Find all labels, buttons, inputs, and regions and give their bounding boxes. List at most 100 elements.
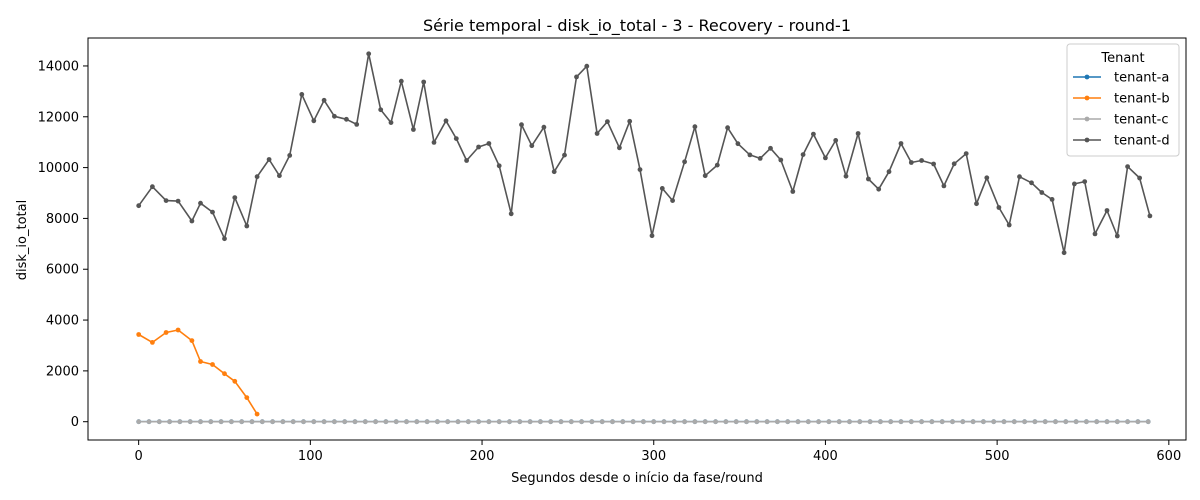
data-point-tenant-d [584, 63, 590, 69]
data-point-tenant-c [744, 419, 749, 425]
data-point-tenant-d [747, 152, 753, 158]
data-point-tenant-c [671, 419, 677, 425]
data-point-tenant-d [941, 183, 947, 189]
data-point-tenant-c [280, 419, 286, 425]
data-point-tenant-d [757, 156, 763, 161]
data-point-tenant-d [311, 118, 317, 124]
legend-title: Tenant [1100, 51, 1144, 66]
data-point-tenant-c [496, 419, 502, 425]
data-point-tenant-d [254, 174, 260, 180]
data-point-tenant-b [150, 340, 155, 345]
legend-item-tenant-d: tenant-d [1073, 134, 1170, 149]
data-point-tenant-d [508, 211, 514, 217]
data-point-tenant-d [411, 127, 416, 132]
y-tick-label: 4000 [46, 314, 79, 329]
data-point-tenant-d [1082, 179, 1088, 185]
data-point-tenant-c [620, 419, 626, 425]
data-point-tenant-d [627, 118, 633, 124]
data-point-tenant-d [486, 141, 492, 146]
data-point-tenant-d [605, 119, 610, 124]
y-tick-label: 8000 [46, 212, 79, 227]
data-point-tenant-c [208, 419, 214, 425]
data-point-tenant-d [175, 198, 181, 204]
data-point-tenant-d [1104, 208, 1110, 213]
data-point-tenant-c [651, 419, 657, 425]
chart-title: Série temporal - disk_io_total - 3 - Rec… [423, 16, 851, 36]
data-point-tenant-c [424, 419, 430, 425]
series-tenant-b [136, 327, 260, 417]
data-point-tenant-d [277, 173, 282, 179]
data-point-tenant-c [136, 419, 142, 425]
data-point-tenant-c [1073, 419, 1079, 425]
data-point-tenant-d [659, 186, 665, 191]
data-point-tenant-c [445, 419, 451, 425]
data-point-tenant-d [855, 131, 861, 136]
data-point-tenant-c [548, 419, 554, 425]
legend-label-tenant-b: tenant-b [1114, 92, 1170, 107]
data-point-tenant-c [991, 419, 997, 425]
data-point-tenant-c [352, 419, 358, 425]
data-point-tenant-b [210, 362, 215, 367]
data-point-tenant-d [222, 236, 227, 242]
data-point-tenant-c [568, 419, 574, 425]
data-point-tenant-d [843, 173, 849, 179]
data-point-tenant-c [393, 419, 399, 425]
data-point-tenant-c [785, 419, 791, 425]
data-point-tenant-d [833, 138, 839, 143]
data-point-tenant-d [725, 125, 730, 131]
data-point-tenant-b [244, 395, 250, 400]
data-point-tenant-c [1145, 419, 1151, 425]
data-point-tenant-d [464, 158, 469, 163]
data-point-tenant-c [146, 419, 152, 425]
data-point-tenant-c [301, 419, 306, 425]
data-point-tenant-d [886, 169, 892, 175]
data-point-tenant-c [229, 419, 234, 425]
data-point-tenant-d [735, 141, 741, 147]
data-point-tenant-c [383, 419, 389, 425]
data-point-tenant-c [290, 419, 296, 425]
legend-marker-tenant-a [1084, 74, 1090, 80]
data-point-tenant-c [733, 419, 739, 425]
data-point-tenant-c [362, 419, 368, 425]
data-point-tenant-d [366, 51, 372, 57]
data-point-tenant-c [960, 419, 966, 425]
data-point-tenant-b [189, 338, 195, 343]
series-tenant-d [136, 51, 1153, 256]
y-tick-label: 14000 [38, 59, 79, 74]
data-point-tenant-c [950, 419, 955, 425]
data-point-tenant-c [805, 419, 811, 425]
data-point-tenant-c [692, 419, 698, 425]
data-point-tenant-c [1001, 419, 1007, 425]
data-point-tenant-b [163, 330, 169, 335]
data-point-tenant-c [970, 419, 976, 425]
data-point-tenant-c [538, 419, 543, 425]
data-point-tenant-d [1114, 233, 1120, 239]
data-point-tenant-c [1135, 419, 1141, 425]
y-tick-label: 2000 [46, 364, 79, 379]
data-point-tenant-c [775, 419, 780, 425]
y-axis-title: disk_io_total [15, 200, 30, 280]
y-tick-label: 6000 [46, 263, 79, 278]
series-tenant-c [136, 419, 1151, 425]
data-point-tenant-c [908, 419, 914, 425]
data-point-tenant-d [299, 92, 305, 97]
data-point-tenant-c [857, 419, 863, 425]
legend-label-tenant-c: tenant-c [1114, 113, 1168, 128]
data-point-tenant-c [404, 419, 409, 425]
data-point-tenant-d [1137, 175, 1142, 181]
data-point-tenant-c [764, 419, 770, 425]
data-point-tenant-d [332, 113, 337, 119]
data-point-tenant-d [617, 145, 622, 151]
data-point-tenant-c [589, 419, 595, 425]
data-point-tenant-d [1072, 181, 1077, 187]
data-point-tenant-d [344, 116, 349, 122]
data-point-tenant-d [476, 144, 481, 150]
data-point-tenant-c [239, 419, 245, 425]
data-point-tenant-c [259, 419, 265, 425]
data-point-tenant-c [929, 419, 935, 425]
data-point-tenant-c [826, 419, 832, 425]
data-point-tenant-c [579, 419, 584, 425]
data-point-tenant-c [939, 419, 945, 425]
x-tick-label: 0 [135, 449, 143, 464]
data-point-tenant-d [984, 175, 990, 181]
